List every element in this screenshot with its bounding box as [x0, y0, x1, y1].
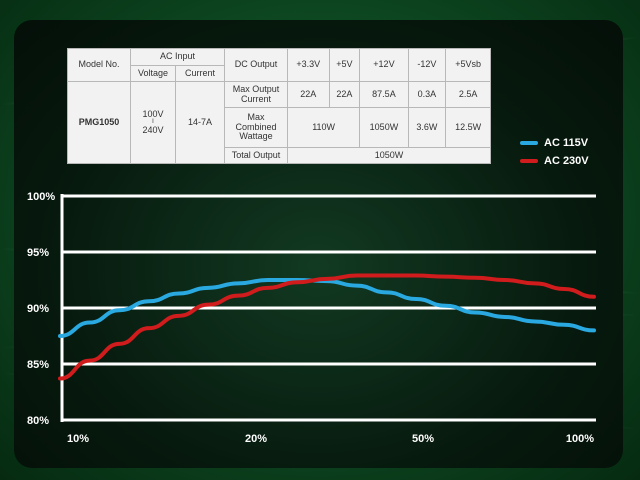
voltage-top: 100V: [142, 108, 164, 119]
legend-swatch: [520, 141, 538, 145]
combined-wattage-cell: 12.5W: [445, 107, 491, 148]
legend-item-ac230: AC 230V: [520, 152, 589, 170]
x-tick-label: 50%: [412, 433, 434, 445]
rail-header: +5V: [328, 48, 361, 82]
y-tick-label: 95%: [27, 247, 49, 259]
rail-header: +12V: [359, 48, 409, 82]
x-tick-label: 100%: [566, 433, 594, 445]
voltage-separator: I: [152, 119, 154, 126]
x-tick-label: 10%: [67, 433, 89, 445]
legend-label: AC 115V: [544, 137, 589, 149]
legend-swatch: [520, 159, 538, 163]
input-voltage: 100V I 240V: [130, 81, 176, 164]
series-line: [58, 278, 596, 338]
y-tick-label: 90%: [27, 303, 49, 315]
combined-wattage-cell: 1050W: [359, 107, 409, 148]
x-tick-label: 20%: [245, 433, 267, 445]
max-current-cell: 0.3A: [407, 81, 447, 108]
legend: AC 115V AC 230V: [520, 134, 589, 170]
series-line: [58, 273, 596, 381]
max-current-cell: 87.5A: [359, 81, 409, 108]
y-tick-label: 100%: [27, 191, 55, 203]
rail-header: +3.3V: [287, 48, 330, 82]
legend-label: AC 230V: [544, 155, 589, 167]
max-output-current-label: Max Output Current: [224, 81, 288, 108]
voltage-bottom: 240V: [142, 124, 164, 135]
rail-header: -12V: [407, 48, 447, 82]
input-current: 14-7A: [175, 81, 225, 164]
y-tick-label: 80%: [27, 415, 49, 427]
model-header: Model No.: [67, 48, 131, 82]
combined-wattage-cell: 3.6W: [407, 107, 447, 148]
legend-item-ac115: AC 115V: [520, 134, 589, 152]
spec-table: Model No. AC Input DC Output +3.3V +5V +…: [67, 48, 491, 164]
y-tick-label: 85%: [27, 359, 49, 371]
total-output-value: 1050W: [287, 147, 491, 164]
max-combined-label: Max Combined Wattage: [224, 107, 288, 148]
dc-output-header: DC Output: [224, 48, 288, 82]
